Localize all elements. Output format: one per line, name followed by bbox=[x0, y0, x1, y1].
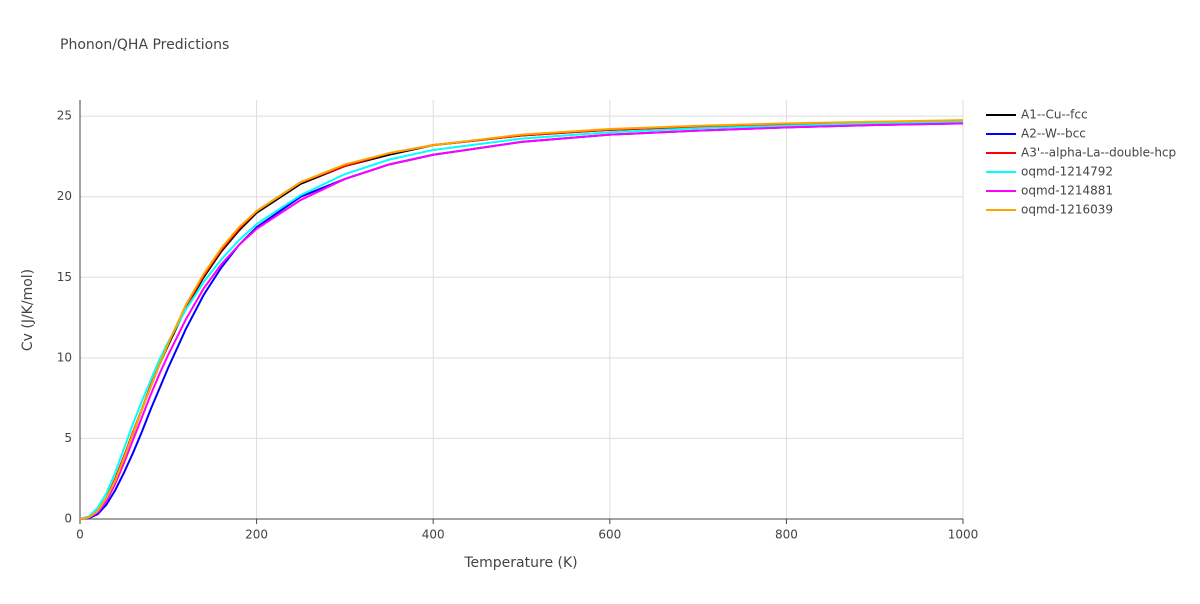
legend-label: oqmd-1214792 bbox=[1021, 165, 1113, 179]
legend-label: A3'--alpha-La--double-hcp bbox=[1021, 146, 1176, 160]
x-axis-label: Temperature (K) bbox=[463, 555, 577, 571]
legend-label: oqmd-1216039 bbox=[1021, 203, 1113, 217]
series-line bbox=[79, 120, 964, 520]
y-tick-label: 15 bbox=[57, 270, 72, 284]
legend-label: A2--W--bcc bbox=[1021, 127, 1086, 141]
y-tick-label: 20 bbox=[57, 189, 72, 203]
x-tick-label: 200 bbox=[245, 528, 268, 542]
y-tick-label: 10 bbox=[57, 350, 72, 364]
series-line bbox=[79, 119, 964, 520]
x-tick-label: 0 bbox=[76, 528, 84, 542]
y-tick-label: 5 bbox=[64, 431, 72, 445]
x-tick-label: 400 bbox=[422, 528, 445, 542]
series-line bbox=[79, 122, 964, 520]
series-line bbox=[79, 120, 964, 520]
series-line bbox=[79, 122, 964, 520]
series-line bbox=[79, 119, 964, 520]
x-tick-label: 1000 bbox=[948, 528, 979, 542]
x-tick-label: 600 bbox=[598, 528, 621, 542]
legend-label: A1--Cu--fcc bbox=[1021, 108, 1088, 122]
y-axis-label: Cv (J/K/mol) bbox=[20, 269, 36, 351]
legend-label: oqmd-1214881 bbox=[1021, 184, 1113, 198]
chart-title: Phonon/QHA Predictions bbox=[60, 37, 229, 53]
y-tick-label: 0 bbox=[64, 512, 72, 526]
y-tick-label: 25 bbox=[57, 109, 72, 123]
x-tick-label: 800 bbox=[775, 528, 798, 542]
